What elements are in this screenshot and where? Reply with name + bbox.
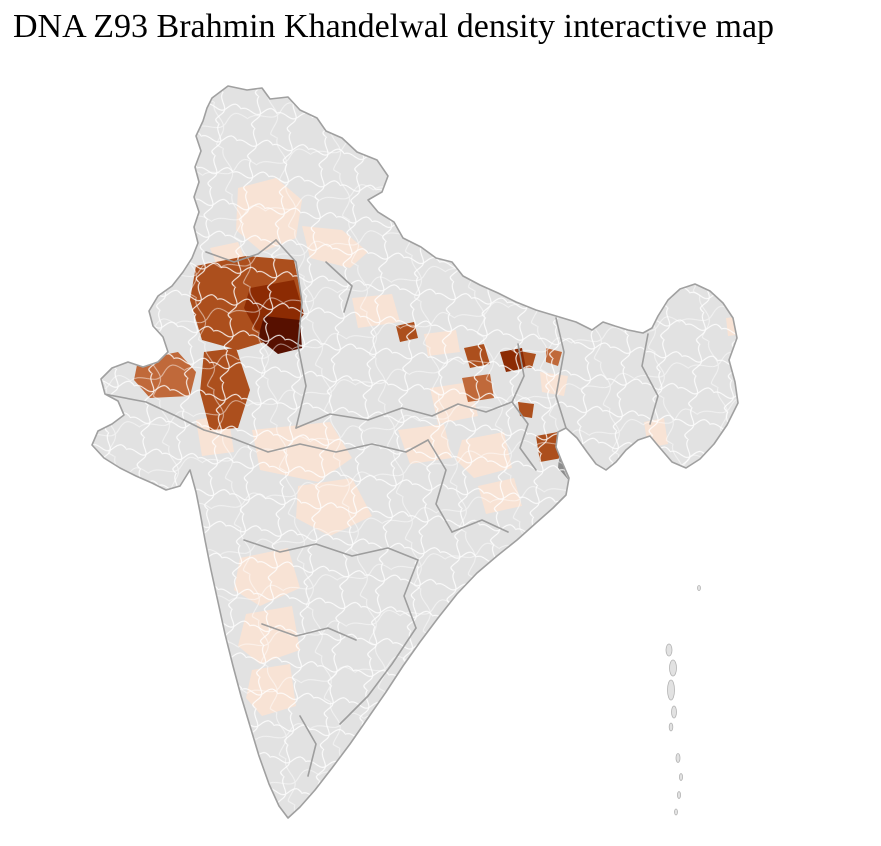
page-title: DNA Z93 Brahmin Khandelwal density inter…	[13, 8, 775, 45]
state-border	[555, 317, 567, 429]
state-border	[275, 239, 307, 429]
state-border	[299, 715, 317, 777]
state-border	[261, 623, 357, 641]
island[interactable]	[675, 753, 681, 763]
island[interactable]	[668, 722, 674, 732]
state-border	[295, 401, 513, 429]
island[interactable]	[669, 659, 677, 677]
island[interactable]	[665, 643, 673, 657]
island[interactable]	[679, 773, 684, 781]
state-border	[451, 519, 509, 533]
state-boundaries	[103, 239, 659, 777]
state-border	[511, 401, 537, 471]
district-boundaries-mesh	[92, 86, 738, 818]
state-border	[511, 343, 525, 403]
state-border	[641, 333, 659, 425]
state-border	[103, 393, 233, 439]
island[interactable]	[674, 808, 678, 816]
andaman-nicobar-islands[interactable]	[665, 585, 701, 816]
state-border	[243, 539, 419, 561]
state-border	[205, 239, 277, 263]
country-border	[91, 85, 739, 819]
state-border	[325, 261, 353, 313]
state-border	[427, 439, 453, 533]
island[interactable]	[677, 791, 682, 799]
island[interactable]	[667, 679, 675, 701]
state-border	[403, 559, 419, 629]
island[interactable]	[697, 585, 701, 591]
state-border	[339, 627, 417, 725]
island[interactable]	[671, 705, 677, 719]
state-border	[231, 437, 429, 453]
